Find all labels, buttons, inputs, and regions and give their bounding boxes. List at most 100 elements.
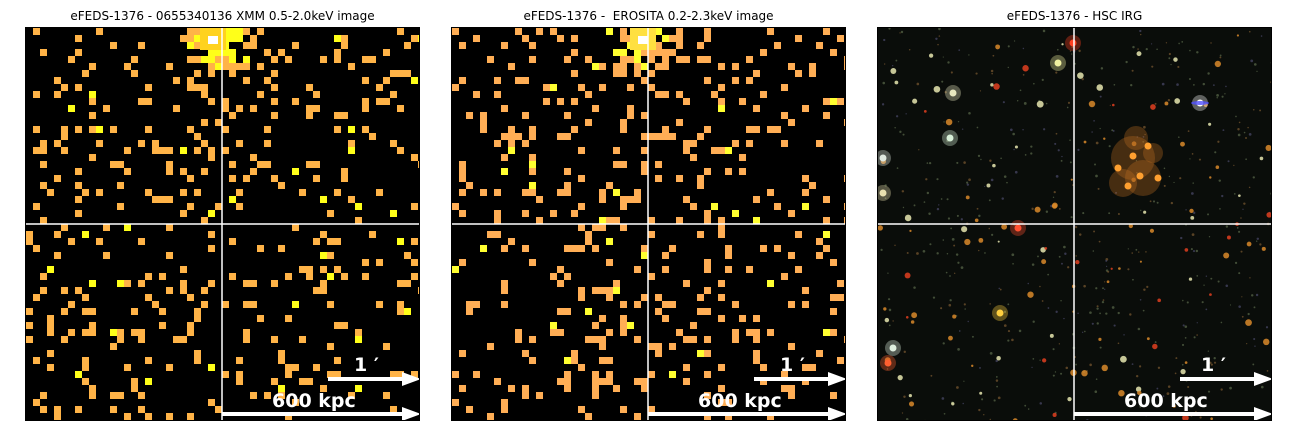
photon-pixel bbox=[75, 49, 82, 56]
faint-source bbox=[1170, 201, 1174, 205]
photon-pixel bbox=[837, 98, 844, 105]
photon-pixel bbox=[236, 63, 243, 70]
faint-source bbox=[993, 399, 996, 402]
faint-source bbox=[1167, 385, 1171, 388]
photon-pixel bbox=[124, 280, 131, 287]
photon-pixel bbox=[334, 112, 341, 119]
photon-pixel bbox=[494, 210, 501, 217]
photon-pixel bbox=[26, 336, 33, 343]
photon-pixel bbox=[725, 399, 732, 406]
faint-source bbox=[925, 178, 928, 181]
photon-pixel bbox=[641, 252, 648, 259]
photon-pixel bbox=[222, 98, 229, 105]
photon-pixel bbox=[760, 245, 767, 252]
photon-pixel bbox=[222, 49, 229, 56]
photon-pixel bbox=[459, 189, 466, 196]
photon-pixel bbox=[697, 308, 704, 315]
photon-pixel bbox=[648, 406, 655, 413]
photon-pixel bbox=[550, 329, 557, 336]
photon-pixel bbox=[180, 35, 187, 42]
galaxy bbox=[951, 402, 955, 406]
photon-pixel bbox=[138, 406, 145, 413]
faint-source bbox=[1070, 216, 1073, 219]
faint-source bbox=[1146, 285, 1149, 288]
photon-pixel bbox=[620, 315, 627, 322]
photon-pixel bbox=[571, 98, 578, 105]
photon-pixel bbox=[613, 287, 620, 294]
photon-pixel bbox=[536, 392, 543, 399]
faint-source bbox=[956, 161, 959, 164]
photon-pixel bbox=[201, 168, 208, 175]
faint-source bbox=[1168, 52, 1171, 56]
faint-source bbox=[1168, 175, 1171, 178]
photon-pixel bbox=[641, 378, 648, 385]
faint-source bbox=[1221, 95, 1224, 98]
photon-pixel bbox=[690, 322, 697, 329]
photon-pixel bbox=[564, 56, 571, 63]
photon-pixel bbox=[557, 378, 564, 385]
faint-source bbox=[1113, 324, 1116, 327]
galaxy bbox=[978, 237, 984, 243]
photon-pixel bbox=[753, 196, 760, 203]
photon-pixel bbox=[229, 70, 236, 77]
photon-pixel bbox=[180, 210, 187, 217]
photon-pixel bbox=[208, 147, 215, 154]
photon-pixel bbox=[33, 357, 40, 364]
photon-pixel bbox=[383, 392, 390, 399]
faint-source bbox=[1096, 307, 1099, 310]
faint-source bbox=[1117, 311, 1120, 315]
photon-pixel bbox=[194, 357, 201, 364]
photon-pixel bbox=[655, 308, 662, 315]
faint-source bbox=[1199, 416, 1202, 419]
faint-source bbox=[1219, 208, 1221, 210]
photon-pixel bbox=[494, 91, 501, 98]
photon-pixel bbox=[75, 210, 82, 217]
faint-source bbox=[1096, 322, 1099, 325]
photon-pixel bbox=[40, 140, 47, 147]
photon-pixel bbox=[669, 35, 676, 42]
faint-source bbox=[1173, 181, 1175, 184]
faint-source bbox=[1208, 236, 1211, 238]
faint-source bbox=[1007, 45, 1010, 48]
faint-source bbox=[1270, 61, 1271, 64]
photon-pixel bbox=[124, 147, 131, 154]
photon-pixel bbox=[376, 84, 383, 91]
faint-source bbox=[929, 243, 932, 246]
photon-pixel bbox=[180, 280, 187, 287]
faint-source bbox=[997, 396, 1001, 400]
photon-pixel bbox=[459, 168, 466, 175]
galaxy bbox=[1088, 100, 1096, 108]
photon-pixel bbox=[753, 217, 760, 224]
photon-pixel bbox=[620, 322, 627, 329]
photon-pixel bbox=[152, 196, 159, 203]
photon-pixel bbox=[529, 182, 536, 189]
faint-source bbox=[1039, 402, 1043, 405]
photon-pixel bbox=[131, 385, 138, 392]
photon-pixel bbox=[243, 175, 250, 182]
photon-pixel bbox=[180, 168, 187, 175]
photon-pixel bbox=[557, 266, 564, 273]
faint-source bbox=[1180, 236, 1183, 240]
faint-source bbox=[1192, 182, 1194, 184]
faint-source bbox=[1086, 419, 1089, 420]
faint-source bbox=[976, 207, 979, 210]
faint-source bbox=[998, 287, 1001, 290]
photon-pixel bbox=[634, 196, 641, 203]
photon-pixel bbox=[33, 28, 40, 35]
faint-source bbox=[1205, 275, 1208, 277]
faint-source bbox=[901, 190, 905, 193]
photon-pixel bbox=[110, 126, 117, 133]
photon-pixel bbox=[131, 308, 138, 315]
photon-pixel bbox=[250, 105, 257, 112]
faint-source bbox=[1140, 33, 1142, 36]
faint-source bbox=[963, 303, 966, 306]
photon-pixel bbox=[830, 49, 837, 56]
photon-pixel bbox=[159, 147, 166, 154]
galaxy bbox=[1184, 248, 1189, 252]
photon-pixel bbox=[376, 301, 383, 308]
photon-pixel bbox=[606, 287, 613, 294]
photon-pixel bbox=[760, 49, 767, 56]
faint-source bbox=[901, 412, 904, 414]
photon-pixel bbox=[411, 154, 418, 161]
photon-pixel bbox=[711, 91, 718, 98]
